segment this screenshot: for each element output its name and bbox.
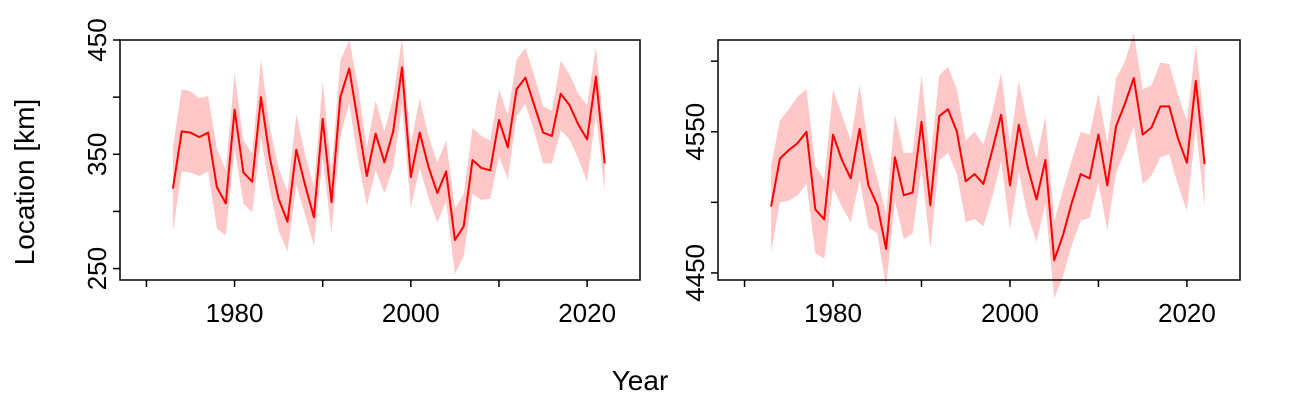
left-y-ticks: 250 350 450: [82, 18, 120, 290]
y-tick-label: 4450: [680, 244, 710, 302]
y-tick-label: 250: [82, 247, 112, 290]
right-x-ticks: 1980 2000 2020: [743, 280, 1216, 328]
y-axis-title: Location [km]: [9, 99, 40, 266]
right-plot-frame: [717, 39, 1241, 281]
x-tick-label: 1980: [804, 298, 862, 328]
left-confidence-band: [172, 38, 605, 275]
right-y-ticks: 4450 4550: [680, 60, 718, 302]
left-x-ticks: 1980 2000 2020: [145, 280, 616, 328]
right-series-line: [770, 77, 1206, 262]
right-panel: 1980 2000 2020 4450 4550: [680, 32, 1241, 328]
left-panel: 1980 2000 2020 250 350 450: [82, 18, 641, 328]
x-tick-label: 2020: [1158, 298, 1216, 328]
series-line: [171, 66, 606, 241]
left-series-line: [171, 66, 606, 241]
y-tick-label: 350: [82, 133, 112, 176]
y-tick-label: 4550: [680, 103, 710, 161]
x-axis-title: Year: [612, 365, 669, 396]
x-tick-label: 2000: [981, 298, 1039, 328]
x-tick-label: 2020: [558, 298, 616, 328]
confidence-band-area: [172, 38, 605, 275]
left-plot-frame: [119, 39, 641, 281]
x-tick-label: 2000: [382, 298, 440, 328]
x-tick-label: 1980: [206, 298, 264, 328]
series-line: [770, 77, 1206, 262]
y-tick-label: 450: [82, 18, 112, 61]
